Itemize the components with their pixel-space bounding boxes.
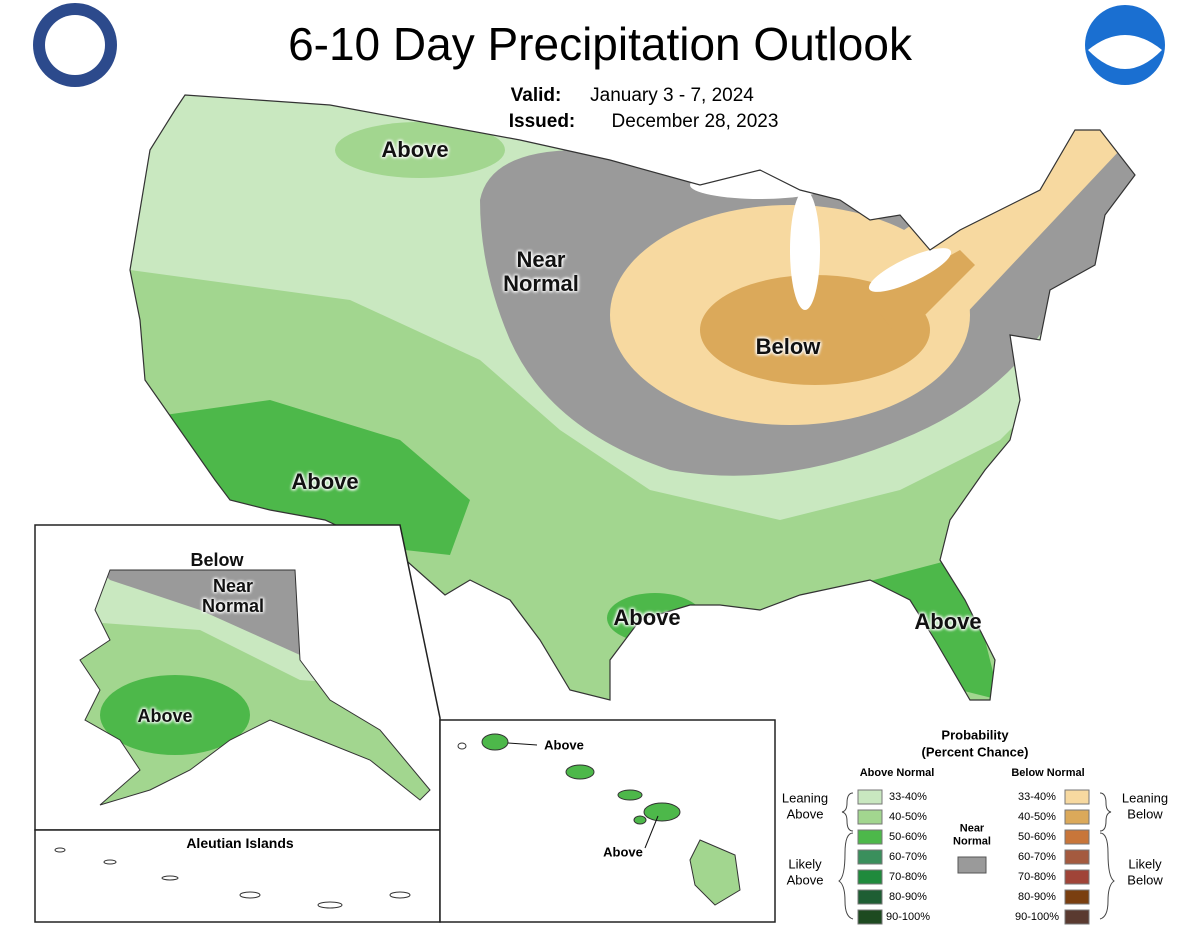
issued-label: Issued: xyxy=(508,111,576,132)
alaska-label: Above xyxy=(137,706,193,727)
legend-group: Leaning Below xyxy=(1121,790,1169,821)
alaska-label: Below xyxy=(190,550,244,571)
brace xyxy=(841,792,854,832)
legend-label: 80-90% xyxy=(889,891,927,903)
legend-label: 90-100% xyxy=(1014,911,1060,923)
legend-swatch xyxy=(1064,829,1090,845)
legend-label: 70-80% xyxy=(889,871,927,883)
callout-line xyxy=(507,742,538,746)
legend-swatch xyxy=(1064,869,1090,885)
legend-label: 33-40% xyxy=(889,791,927,803)
legend-label: 40-50% xyxy=(1018,811,1056,823)
valid-date: January 3 - 7, 2024 xyxy=(590,85,754,106)
aleutian-label: Aleutian Islands xyxy=(186,835,294,851)
brace xyxy=(838,832,854,920)
near-normal-swatch xyxy=(957,856,987,874)
legend-swatch xyxy=(1064,889,1090,905)
legend-group: Likely Below xyxy=(1127,856,1163,887)
valid-label: Valid: xyxy=(510,85,562,106)
brace xyxy=(1099,832,1115,920)
legend-label: 60-70% xyxy=(1018,851,1056,863)
legend-label: 90-100% xyxy=(885,911,931,923)
legend-swatch xyxy=(1064,849,1090,865)
legend-subtitle: (Percent Chance) xyxy=(921,744,1029,760)
hawaii-label: Above xyxy=(603,844,643,860)
title: 6-10 Day Precipitation Outlook xyxy=(288,18,912,70)
region-label: Near Normal xyxy=(503,246,579,296)
legend-group: Leaning Above xyxy=(781,790,829,821)
issued-date: December 28, 2023 xyxy=(611,111,779,132)
aleutian-islands xyxy=(54,847,411,909)
legend-label: 50-60% xyxy=(1018,831,1056,843)
legend-swatch xyxy=(857,789,883,805)
hawaii-islands xyxy=(457,733,741,906)
legend-label: 50-60% xyxy=(889,831,927,843)
seal-center xyxy=(45,15,105,75)
legend-heading: Below Normal xyxy=(1011,767,1085,779)
legend-swatch xyxy=(857,849,883,865)
legend-swatch xyxy=(1064,809,1090,825)
brace xyxy=(1099,792,1112,832)
region-label: Above xyxy=(613,604,681,630)
legend-label: 33-40% xyxy=(1018,791,1056,803)
legend-heading: Above Normal xyxy=(859,767,935,779)
legend-swatch xyxy=(1064,909,1090,925)
legend-label: 80-90% xyxy=(1018,891,1056,903)
legend-title: Probability xyxy=(941,727,1009,743)
legend-swatch xyxy=(857,889,883,905)
aleutian-inset xyxy=(34,829,441,923)
legend-swatch xyxy=(857,909,883,925)
alaska-label: Near Normal xyxy=(201,576,265,616)
legend-group: Likely Above xyxy=(786,856,824,887)
legend-label: 70-80% xyxy=(1018,871,1056,883)
region-label: Below xyxy=(755,333,821,359)
legend-group: Near Normal xyxy=(953,822,991,847)
legend-swatch xyxy=(857,809,883,825)
legend-label: 40-50% xyxy=(889,811,927,823)
legend-swatch xyxy=(857,829,883,845)
legend-swatch xyxy=(857,869,883,885)
legend-label: 60-70% xyxy=(889,851,927,863)
hawaii-label: Above xyxy=(544,737,584,753)
noaa-bird xyxy=(1088,35,1162,69)
region-label: Above xyxy=(381,136,449,162)
region-label: Above xyxy=(291,468,359,494)
alaska-outline xyxy=(79,569,431,806)
region-label: Above xyxy=(914,608,982,634)
legend-swatch xyxy=(1064,789,1090,805)
callout-line xyxy=(644,815,659,849)
